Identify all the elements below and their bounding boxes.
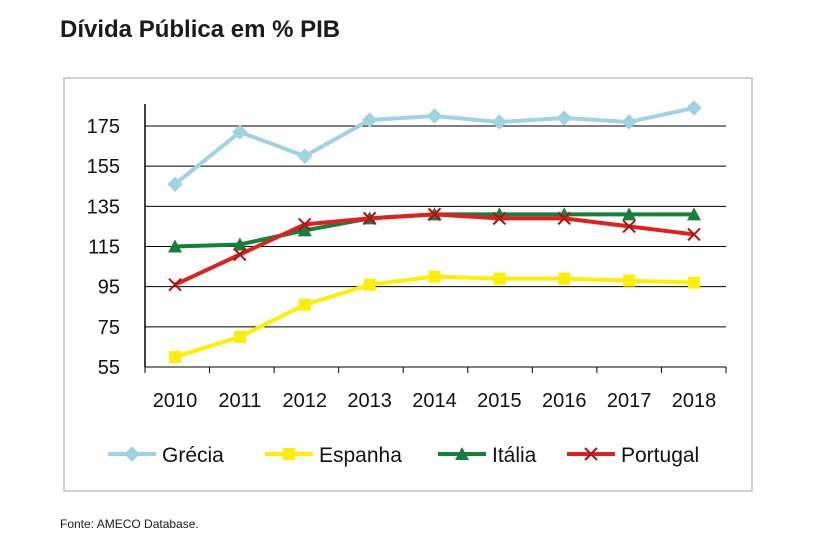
x-tick-label: 2017 xyxy=(607,390,652,412)
data-point-espanha xyxy=(298,298,311,311)
data-point-grecia xyxy=(426,108,443,124)
x-tick-label: 2011 xyxy=(218,390,261,412)
x-tick-label: 2018 xyxy=(672,390,717,412)
data-point-portugal xyxy=(362,211,377,226)
y-tick-label: 135 xyxy=(87,196,120,218)
data-point-portugal xyxy=(233,247,247,262)
y-tick-label: 175 xyxy=(87,116,120,138)
legend-label-espanha: Espanha xyxy=(319,444,402,467)
data-point-portugal xyxy=(298,217,312,232)
data-point-italia xyxy=(297,223,312,237)
data-point-portugal xyxy=(427,207,442,222)
data-point-portugal xyxy=(557,211,571,226)
y-tick-label: 95 xyxy=(98,277,120,299)
data-point-italia xyxy=(687,207,701,221)
x-tick-label: 2013 xyxy=(347,390,392,412)
y-tick-label: 75 xyxy=(98,317,120,339)
data-point-italia xyxy=(168,239,182,253)
data-point-espanha xyxy=(233,330,246,343)
legend-label-portugal: Portugal xyxy=(621,444,699,467)
y-tick-label: 115 xyxy=(88,237,120,259)
series-line-espanha xyxy=(174,274,695,359)
legend-marker-grecia xyxy=(124,446,140,462)
data-point-grecia xyxy=(297,148,313,164)
legend-marker-portugal xyxy=(584,447,598,461)
data-point-grecia xyxy=(686,100,702,116)
data-point-grecia xyxy=(361,112,378,128)
data-point-italia xyxy=(232,237,247,251)
x-tick-label: 2014 xyxy=(412,390,457,412)
chart-title: Dívida Pública em % PIB xyxy=(60,16,341,43)
data-point-espanha xyxy=(493,272,506,285)
y-tick-label: 55 xyxy=(98,357,120,379)
legend-label-italia: Itália xyxy=(492,444,537,467)
data-point-espanha xyxy=(688,276,700,289)
data-point-portugal xyxy=(687,227,701,242)
data-point-grecia xyxy=(232,124,248,140)
x-tick-label: 2012 xyxy=(283,390,328,412)
y-tick-label: 155 xyxy=(87,156,120,178)
x-tick-label: 2010 xyxy=(153,390,198,412)
data-point-grecia xyxy=(556,110,572,126)
data-point-portugal xyxy=(168,277,182,292)
data-point-grecia xyxy=(621,114,637,130)
legend-marker-italia xyxy=(455,447,469,460)
data-point-italia xyxy=(622,207,637,221)
x-tick-label: 2015 xyxy=(477,390,522,412)
legend-label-grecia: Grécia xyxy=(162,444,224,467)
data-point-espanha xyxy=(428,270,441,283)
data-point-grecia xyxy=(491,114,508,130)
data-point-grecia xyxy=(167,176,183,192)
data-point-espanha xyxy=(169,350,181,363)
data-point-espanha xyxy=(558,272,571,285)
data-point-espanha xyxy=(363,278,376,291)
data-point-portugal xyxy=(622,219,636,234)
legend-marker-espanha xyxy=(283,448,295,460)
x-tick-label: 2016 xyxy=(542,390,587,412)
data-point-espanha xyxy=(623,274,636,287)
data-point-portugal xyxy=(492,211,507,226)
source-note: Fonte: AMECO Database. xyxy=(60,517,199,531)
chart-frame xyxy=(63,77,753,492)
